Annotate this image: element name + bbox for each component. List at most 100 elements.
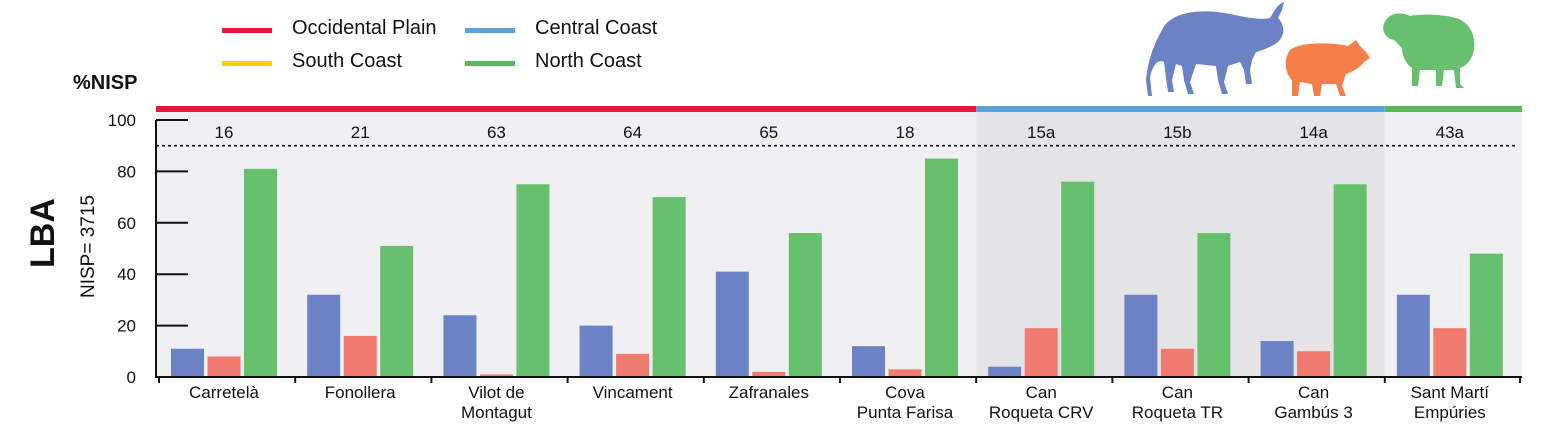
sheep-icon — [1383, 13, 1475, 89]
site-number: 18 — [896, 123, 915, 142]
y-tick-label: 100 — [108, 111, 136, 130]
category-label: Can — [1298, 383, 1329, 402]
bar-pig — [1160, 348, 1194, 377]
bar-cattle — [171, 348, 204, 377]
bar-cattle — [1260, 341, 1294, 377]
bar-sheep-goat — [1197, 233, 1231, 377]
bar-sheep-goat — [788, 233, 822, 377]
category-label: Roqueta CRV — [989, 403, 1094, 422]
bar-pig — [343, 335, 377, 377]
bar-cattle — [443, 315, 477, 377]
legend-swatch — [222, 28, 272, 33]
category-label: Can — [1026, 383, 1057, 402]
legend-swatch — [222, 61, 272, 66]
site-number: 16 — [215, 123, 234, 142]
bar-group: 16 Carretelà — [171, 123, 277, 402]
legend-label: Central Coast — [535, 17, 658, 39]
legend: Occidental Plain South Coast Central Coast… — [222, 17, 658, 72]
bar-cattle — [1124, 294, 1158, 377]
y-tick-label: 40 — [117, 265, 136, 284]
category-label: Roqueta TR — [1132, 403, 1223, 422]
sheep-body — [1383, 13, 1475, 89]
region-strip — [1384, 106, 1522, 112]
region-panels — [156, 110, 1522, 377]
y-tick-label: 0 — [127, 368, 136, 387]
category-label: Can — [1162, 383, 1193, 402]
category-label: Vincament — [593, 383, 673, 402]
category-label: Cova — [885, 383, 925, 402]
legend-swatch — [465, 61, 515, 66]
bar-sheep-goat — [652, 197, 686, 377]
site-number: 21 — [351, 123, 370, 142]
period-label: LBA — [24, 198, 62, 268]
bar-sheep-goat — [925, 158, 958, 377]
bar-cattle — [579, 325, 613, 377]
category-label: Sant Martí — [1411, 383, 1490, 402]
bar-sheep-goat — [1469, 253, 1503, 377]
legend-label: South Coast — [292, 50, 403, 72]
site-number: 15a — [1027, 123, 1056, 142]
bar-pig — [207, 356, 241, 377]
bar-pig — [1433, 328, 1467, 377]
bar-cattle — [715, 271, 749, 377]
y-tick-label: 80 — [117, 162, 136, 181]
bar-pig — [1297, 351, 1331, 377]
cattle-icon — [1146, 2, 1284, 96]
category-label: Fonollera — [325, 383, 396, 402]
site-number: 63 — [487, 123, 506, 142]
legend-label: North Coast — [535, 50, 642, 72]
animal-silhouettes — [1146, 2, 1475, 96]
bar-pig — [888, 369, 922, 377]
bar-sheep-goat — [1333, 184, 1367, 377]
bar-cattle — [307, 294, 341, 377]
y-axis-title: %NISP — [73, 72, 137, 94]
bar-pig — [479, 374, 513, 377]
bar-cattle — [852, 346, 885, 377]
region-strip — [156, 106, 977, 112]
region-panel — [156, 110, 977, 377]
site-number: 64 — [623, 123, 642, 142]
pig-body — [1285, 40, 1370, 96]
bar-pig — [616, 353, 650, 377]
bar-groups: 16 Carretelà 21 Fonollera 63 Vilot deMontagut… — [171, 123, 1503, 422]
y-tick-label: 20 — [117, 317, 136, 336]
bar-cattle — [988, 366, 1022, 377]
bar-sheep-goat — [516, 184, 550, 377]
legend-swatch — [465, 28, 515, 33]
region-strip — [976, 106, 1385, 112]
category-label: Carretelà — [189, 383, 259, 402]
bar-sheep-goat — [380, 245, 414, 377]
site-number: 65 — [759, 123, 778, 142]
bar-group: 21 Fonollera — [307, 123, 414, 402]
axes: 0 20 40 60 80 100 — [108, 111, 1522, 387]
bar-group: 65 Zafranales — [715, 123, 822, 402]
category-label: Gambús 3 — [1274, 403, 1352, 422]
bar-pig — [1024, 328, 1058, 377]
category-label: Punta Farisa — [857, 403, 954, 422]
site-number: 14a — [1299, 123, 1328, 142]
bar-group: 64 Vincament — [579, 123, 686, 402]
cattle-body — [1146, 2, 1284, 96]
site-number: 43a — [1436, 123, 1465, 142]
nisp-total-label: NISP= 3715 — [78, 195, 99, 298]
y-tick-label: 60 — [117, 214, 136, 233]
legend-label: Occidental Plain — [292, 17, 437, 39]
category-label: Zafranales — [729, 383, 809, 402]
pig-icon — [1285, 40, 1370, 96]
category-label: Vilot de — [468, 383, 524, 402]
bar-cattle — [1396, 294, 1430, 377]
site-number: 15b — [1163, 123, 1191, 142]
bar-sheep-goat — [1061, 181, 1095, 377]
category-label: Montagut — [461, 403, 532, 422]
region-strips — [156, 106, 1522, 112]
bar-sheep-goat — [244, 168, 277, 377]
bar-pig — [752, 371, 786, 377]
category-label: Empúries — [1414, 403, 1486, 422]
